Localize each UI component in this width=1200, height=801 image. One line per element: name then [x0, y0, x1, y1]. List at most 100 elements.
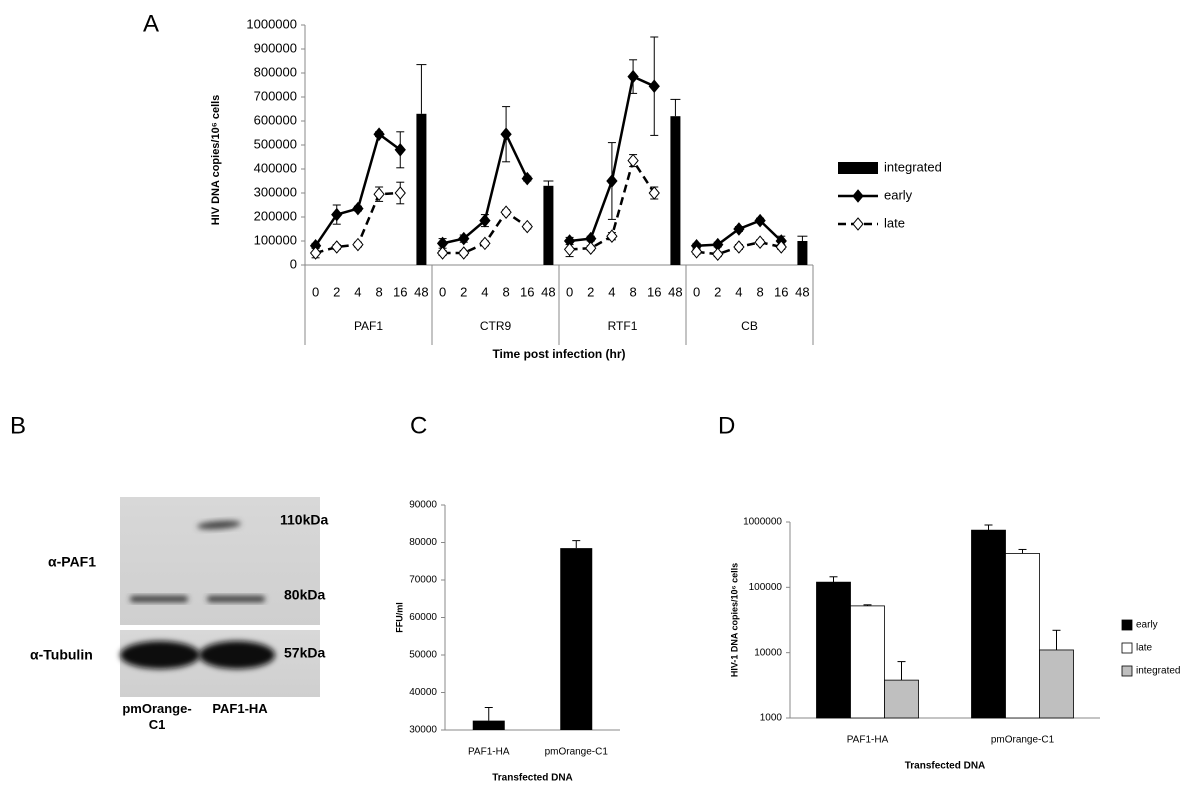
- bar: [416, 113, 427, 265]
- y-tick-label: 400000: [254, 160, 297, 175]
- blot-band: [199, 641, 275, 669]
- y-tick-label: 100000: [749, 582, 783, 593]
- marker: [373, 187, 385, 201]
- marker: [521, 171, 533, 186]
- bar: [560, 548, 593, 730]
- bar: [971, 529, 1006, 719]
- marker: [331, 240, 343, 254]
- x-tick-label: 4: [354, 284, 361, 299]
- marker: [733, 222, 745, 236]
- y-axis-title: FFU/ml: [394, 602, 404, 633]
- marker: [585, 241, 597, 255]
- size-label: 57kDa: [284, 645, 325, 661]
- marker: [606, 174, 618, 188]
- bar: [797, 241, 808, 265]
- marker: [500, 205, 512, 219]
- marker: [754, 213, 766, 228]
- x-tick-label: 0: [566, 284, 573, 299]
- marker: [331, 207, 343, 222]
- group-label: CB: [741, 319, 758, 333]
- x-tick-label: 8: [502, 284, 509, 299]
- bar: [884, 679, 919, 719]
- x-tick-label: 16: [393, 284, 407, 299]
- y-tick-label: 60000: [409, 612, 437, 623]
- x-tick-label: 16: [647, 284, 661, 299]
- x-tick-label: 48: [414, 284, 428, 299]
- x-tick-label: 48: [668, 284, 682, 299]
- y-axis-title: HIV-1 DNA copies/10⁶ cells: [729, 563, 739, 677]
- y-tick-label: 90000: [409, 500, 437, 511]
- y-tick-label: 40000: [409, 687, 437, 698]
- y-tick-label: 70000: [409, 575, 437, 586]
- bar: [1039, 649, 1074, 719]
- x-tick-label: 8: [375, 284, 382, 299]
- antibody-label: α-PAF1: [48, 554, 96, 570]
- x-axis-title: Time post infection (hr): [492, 347, 625, 361]
- legend-label: late: [1136, 643, 1153, 654]
- x-tick-label: 4: [608, 284, 615, 299]
- x-tick-label: 4: [735, 284, 742, 299]
- y-tick-label: 80000: [409, 537, 437, 548]
- marker: [712, 247, 724, 261]
- marker: [394, 186, 406, 200]
- group-label: CTR9: [480, 319, 512, 333]
- x-tick-label: 2: [714, 284, 721, 299]
- bar: [850, 605, 885, 719]
- y-tick-label: 1000: [760, 713, 783, 724]
- blot-membrane: [120, 497, 320, 625]
- legend-swatch: [1121, 665, 1133, 677]
- marker: [352, 201, 364, 216]
- x-tick-label: PAF1-HA: [468, 747, 510, 758]
- marker: [775, 240, 787, 254]
- marker: [436, 246, 449, 260]
- legend-swatch: [1121, 642, 1133, 654]
- marker: [500, 127, 512, 141]
- x-tick-label: 16: [774, 284, 788, 299]
- panel-label: D: [718, 412, 735, 439]
- x-tick-label: PAF1-HA: [847, 735, 889, 746]
- y-tick-label: 800000: [254, 64, 297, 79]
- marker: [458, 246, 470, 260]
- blot-band: [120, 641, 200, 669]
- marker: [627, 69, 639, 84]
- y-tick-label: 50000: [409, 650, 437, 661]
- marker: [352, 237, 364, 252]
- bar: [670, 116, 681, 265]
- y-axis-title: HIV DNA copies/10⁶ cells: [210, 95, 222, 226]
- size-label: 80kDa: [284, 587, 325, 603]
- marker: [648, 79, 660, 93]
- blot-band: [207, 596, 265, 602]
- legend-marker: [852, 217, 864, 231]
- x-tick-label: pmOrange-C1: [545, 747, 609, 758]
- x-tick-label: 0: [693, 284, 700, 299]
- blot-band: [130, 596, 188, 602]
- x-tick-label: 16: [520, 284, 534, 299]
- lane-label: PAF1-HA: [212, 701, 268, 716]
- y-tick-label: 30000: [409, 725, 437, 736]
- x-tick-label: pmOrange-C1: [991, 735, 1055, 746]
- x-tick-label: 8: [629, 284, 636, 299]
- antibody-label: α-Tubulin: [30, 647, 93, 663]
- marker: [373, 127, 385, 141]
- legend-label: integrated: [884, 159, 942, 174]
- group-label: PAF1: [354, 319, 383, 333]
- marker: [690, 245, 703, 259]
- y-tick-label: 10000: [754, 647, 782, 658]
- x-axis-title: Transfected DNA: [492, 773, 573, 784]
- bar: [543, 185, 554, 265]
- x-tick-label: 2: [333, 284, 340, 299]
- marker: [521, 219, 533, 234]
- x-tick-label: 2: [460, 284, 467, 299]
- marker: [309, 246, 322, 260]
- legend-swatch: [1121, 619, 1133, 631]
- marker: [648, 186, 660, 200]
- marker: [754, 235, 766, 249]
- series-line: [314, 132, 401, 247]
- marker: [394, 143, 406, 157]
- size-label: 110kDa: [280, 512, 328, 528]
- marker: [479, 213, 491, 228]
- legend-label: integrated: [1136, 666, 1180, 677]
- y-tick-label: 200000: [254, 208, 297, 223]
